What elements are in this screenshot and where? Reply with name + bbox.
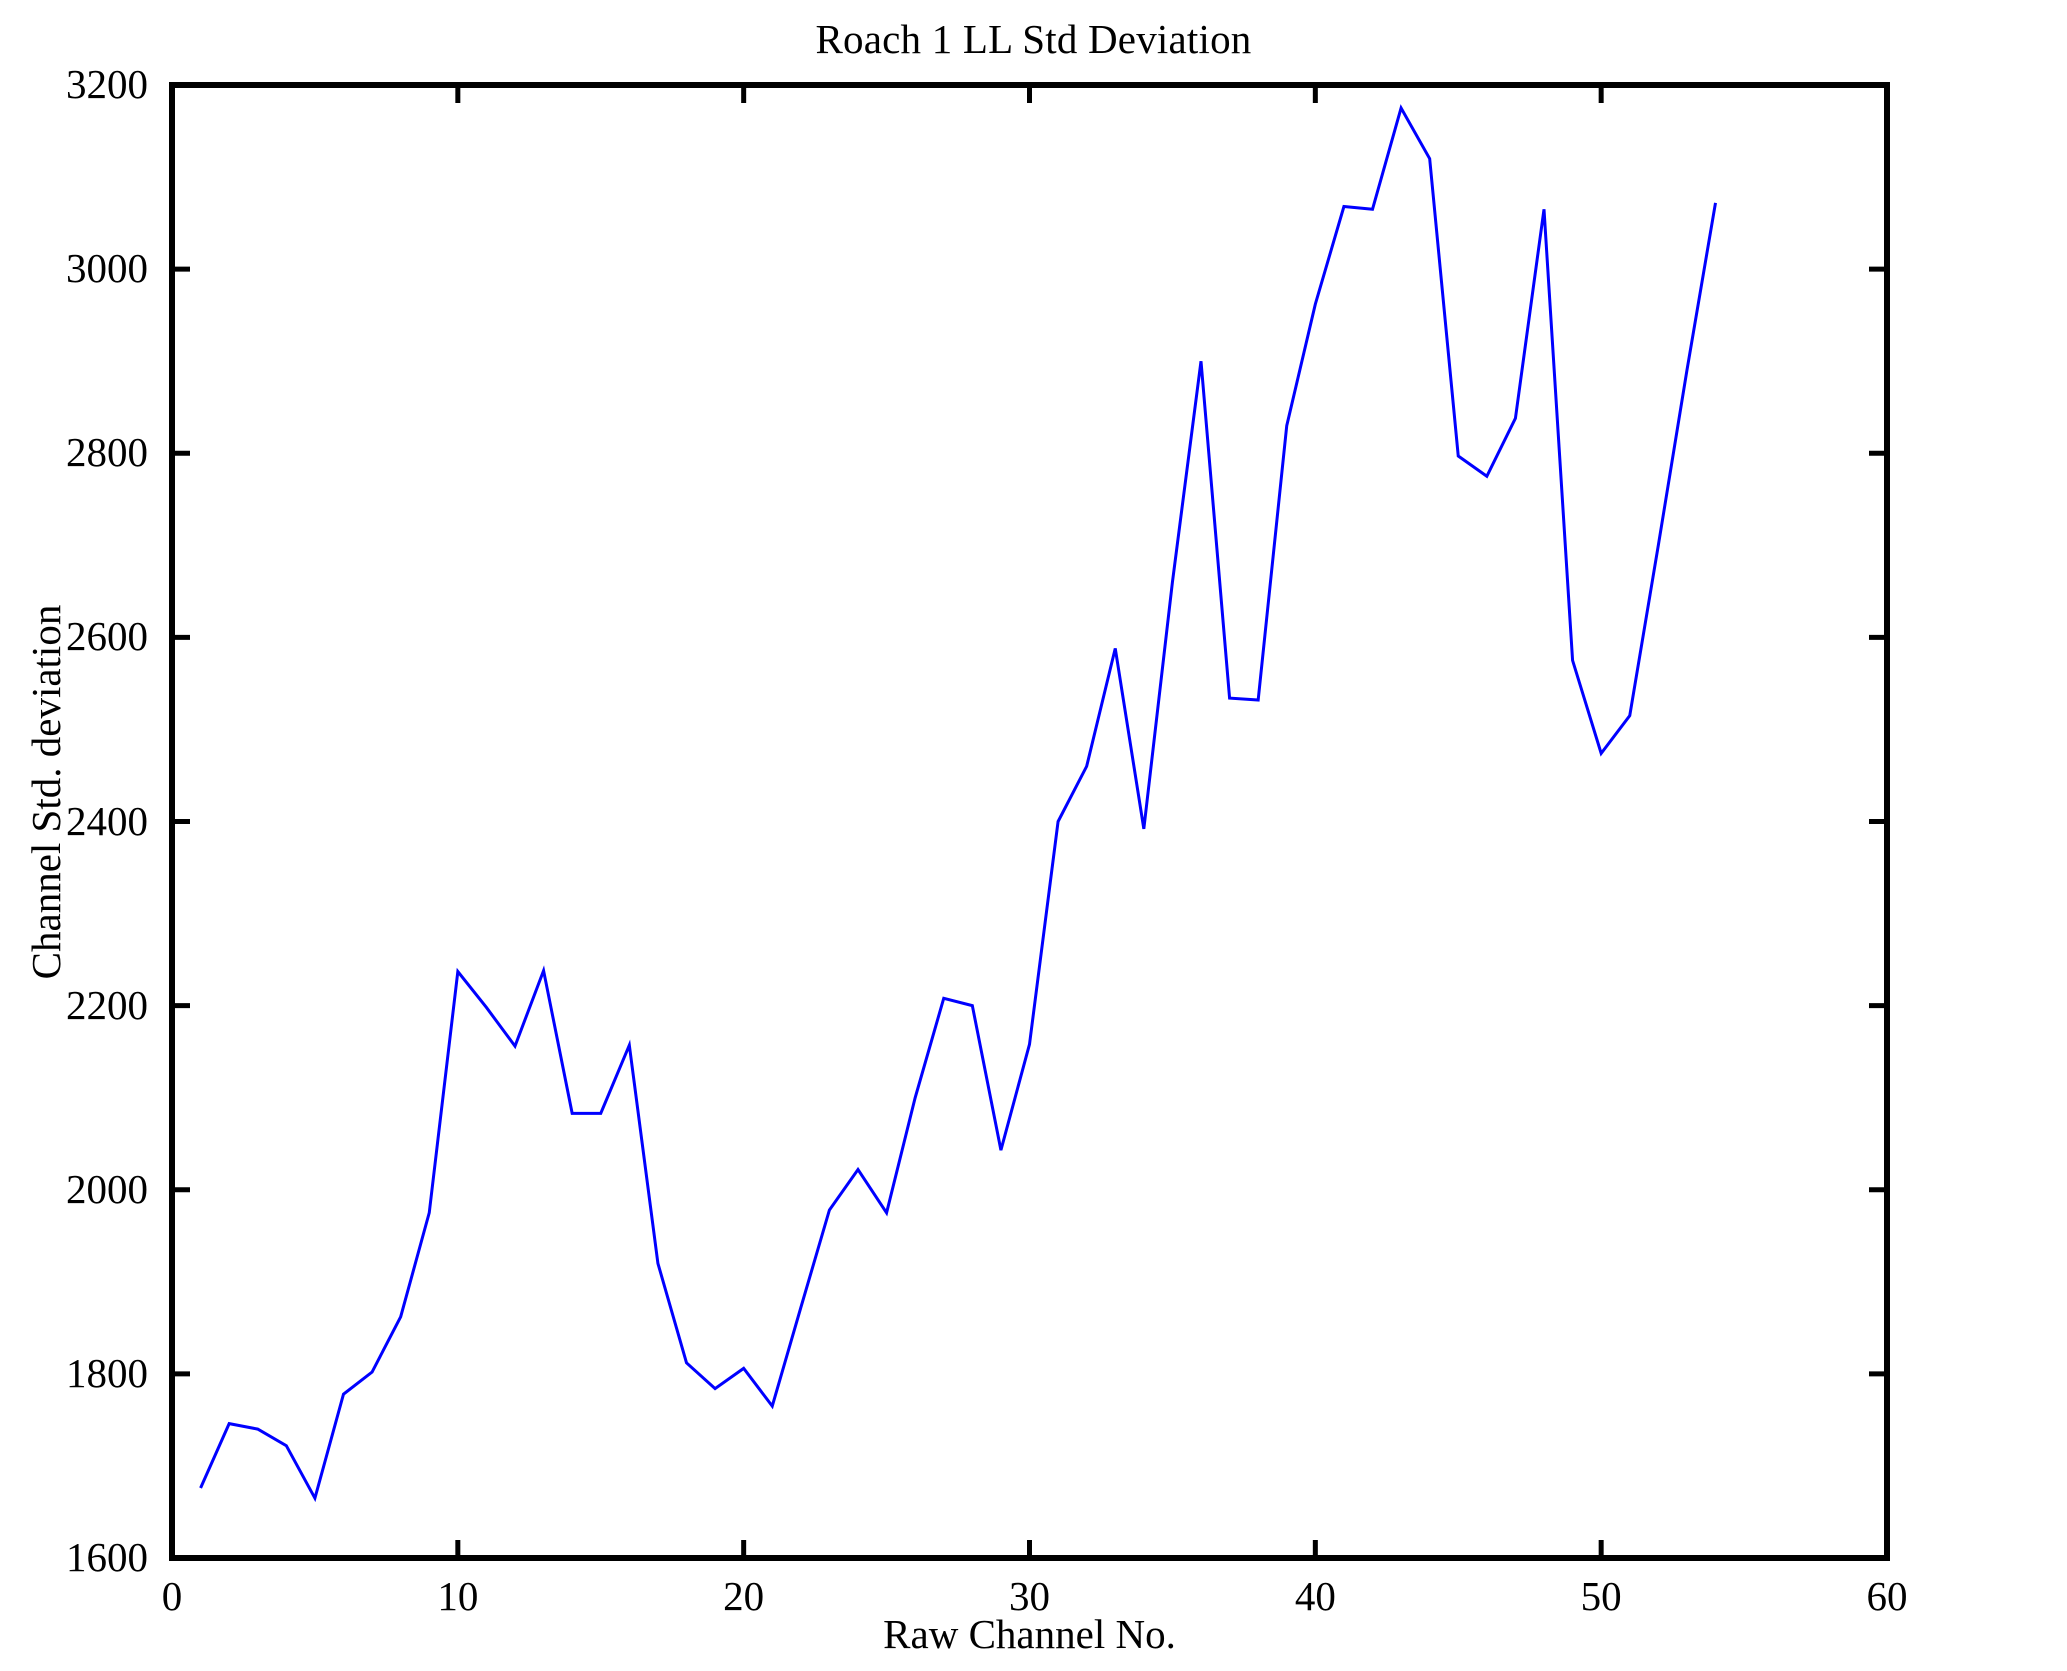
y-tick-label: 2600	[66, 613, 148, 660]
y-axis-tick-labels: 3200 3000 2800 2600 2400 2200 2000 1800 1600	[0, 0, 148, 1671]
x-tick-label: 0	[161, 1573, 183, 1619]
y-tick-label: 3200	[66, 61, 148, 107]
series-polyline	[199, 104, 1717, 1503]
x-tick-label: 50	[1580, 1573, 1622, 1619]
axis-ticks	[169, 82, 1890, 1561]
y-axis-label: Channel Std. deviation	[23, 604, 69, 980]
x-tick-label: 40	[1294, 1573, 1336, 1619]
y-tick-label: 2000	[66, 1165, 148, 1212]
data-series-line	[199, 104, 1717, 1503]
y-tick-label: 1800	[66, 1349, 148, 1396]
y-tick-label: 1600	[66, 1534, 148, 1580]
x-tick-label: 10	[437, 1573, 479, 1619]
y-tick-label: 2800	[66, 429, 148, 476]
chart-title: Roach 1 LL Std Deviation	[815, 16, 1252, 62]
x-tick-label: 60	[1866, 1573, 1908, 1619]
x-tick-label: 30	[1009, 1573, 1050, 1619]
axes-frame	[169, 82, 1890, 1561]
x-axis-label: Raw Channel No.	[883, 1611, 1176, 1657]
x-tick-label: 20	[723, 1573, 765, 1619]
y-tick-label: 3000	[66, 245, 148, 292]
y-tick-label: 2400	[66, 797, 148, 844]
y-tick-label: 2200	[66, 981, 148, 1028]
